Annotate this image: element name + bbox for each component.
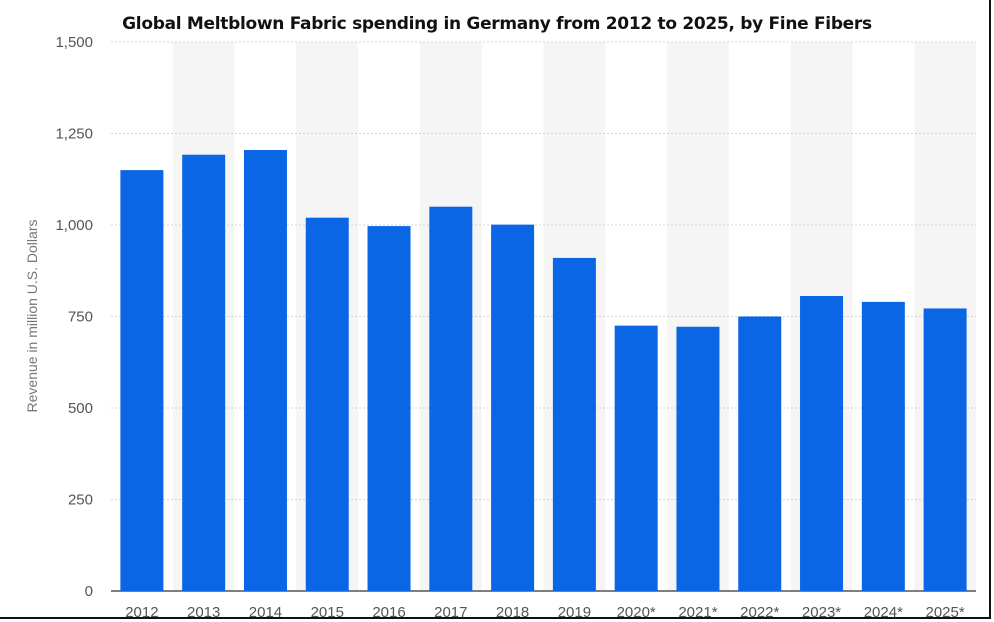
bar	[367, 226, 411, 591]
y-tick-label: 750	[68, 309, 93, 326]
x-tick-label: 2021*	[678, 604, 717, 621]
bar	[491, 224, 535, 591]
bars	[120, 149, 967, 591]
x-tick-label: 2020*	[617, 604, 656, 621]
x-tick-label: 2023*	[802, 604, 841, 621]
y-tick-label: 250	[68, 492, 93, 509]
x-tick-label: 2022*	[740, 604, 779, 621]
bar	[738, 316, 782, 591]
bar	[429, 206, 473, 591]
bar	[305, 217, 349, 591]
x-tick-label: 2015	[311, 604, 344, 621]
bar	[614, 325, 658, 591]
x-axis-ticks: 2012 2013 2014 2015 2016 2017 2018 2019 2020* 202…	[125, 604, 965, 621]
x-tick-label: 2025*	[925, 604, 964, 621]
y-axis-label: Revenue in million U.S. Dollars	[24, 220, 40, 413]
bar	[552, 257, 596, 591]
y-tick-label: 0	[85, 583, 93, 600]
x-tick-label: 2013	[187, 604, 220, 621]
x-tick-label: 2019	[558, 604, 591, 621]
bar	[120, 170, 164, 591]
x-tick-label: 2018	[496, 604, 529, 621]
y-tick-label: 1,250	[55, 126, 93, 143]
bar	[182, 154, 226, 591]
x-tick-label: 2014	[249, 604, 282, 621]
x-tick-label: 2024*	[864, 604, 903, 621]
y-tick-label: 1,000	[55, 217, 93, 234]
x-tick-label: 2017	[434, 604, 467, 621]
y-axis-ticks: 0 250 500 750 1,000 1,250 1,500	[55, 34, 93, 600]
bar	[676, 326, 720, 591]
y-tick-label: 1,500	[55, 34, 93, 51]
y-tick-label: 500	[68, 400, 93, 417]
x-tick-label: 2012	[125, 604, 158, 621]
bar	[243, 149, 287, 591]
bar	[800, 296, 844, 591]
chart-title: Global Meltblown Fabric spending in Germ…	[122, 14, 872, 34]
bar	[923, 308, 967, 591]
x-tick-label: 2016	[372, 604, 405, 621]
bar	[861, 301, 905, 591]
